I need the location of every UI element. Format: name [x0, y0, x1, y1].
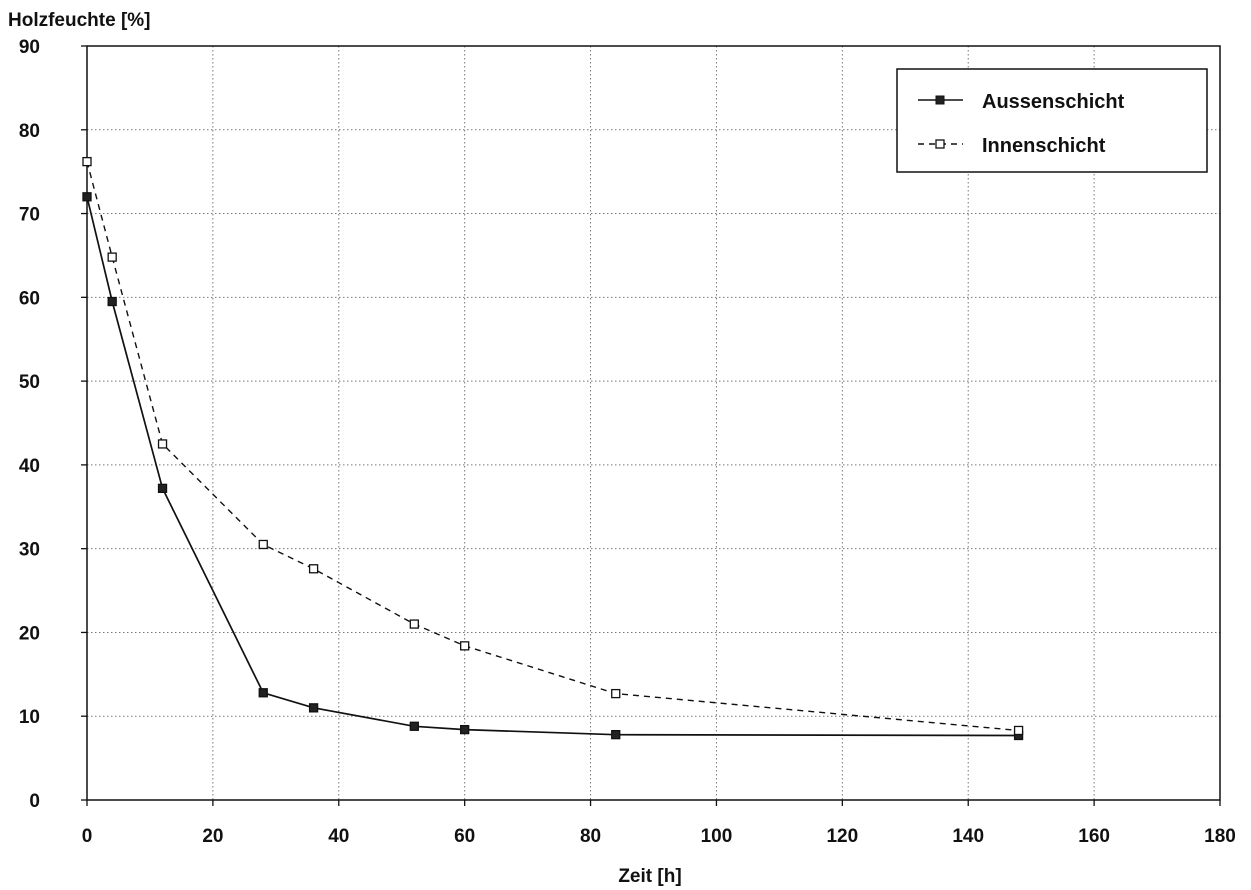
- x-tick-label: 180: [1204, 826, 1236, 847]
- legend-label-innenschicht: Innenschicht: [982, 135, 1106, 157]
- data-point-aussenschicht: [82, 192, 92, 202]
- legend-item-innenschicht: Innenschicht: [918, 135, 1106, 157]
- legend: Aussenschicht Innenschicht: [896, 68, 1208, 173]
- x-axis-ticks: 0 20 40 60 80 100 120 140 160 180: [82, 800, 1236, 847]
- y-tick-label: 10: [19, 707, 40, 728]
- x-tick-label: 40: [328, 826, 349, 847]
- y-tick-label: 20: [19, 623, 40, 644]
- legend-box: [896, 68, 1208, 173]
- x-tick-label: 20: [202, 826, 223, 847]
- y-tick-label: 40: [19, 456, 40, 477]
- x-tick-label: 120: [826, 826, 858, 847]
- legend-label-aussenschicht: Aussenschicht: [982, 91, 1125, 113]
- y-tick-label: 90: [19, 37, 40, 58]
- legend-item-aussenschicht: Aussenschicht: [918, 91, 1125, 113]
- data-point-aussenschicht: [611, 730, 621, 740]
- data-point-aussenschicht: [308, 703, 319, 713]
- y-tick-label: 0: [29, 791, 40, 812]
- x-tick-label: 140: [952, 826, 984, 847]
- legend-marker-filled-square: [935, 95, 945, 105]
- data-point-aussenschicht: [409, 721, 419, 731]
- plot-frame: [86, 45, 1221, 801]
- y-tick-label: 50: [19, 372, 40, 393]
- y-tick-label: 70: [19, 205, 40, 226]
- series-layer: [82, 156, 1024, 741]
- data-point-innenschicht: [308, 564, 319, 574]
- x-tick-label: 0: [82, 826, 93, 847]
- data-point-aussenschicht: [460, 724, 470, 735]
- x-axis-label: Zeit [h]: [618, 866, 681, 887]
- legend-marker-open-square: [935, 139, 945, 149]
- y-tick-label: 60: [19, 288, 40, 309]
- data-point-innenschicht: [409, 619, 419, 629]
- data-point-innenschicht: [460, 641, 470, 651]
- y-axis-label: Holzfeuchte [%]: [8, 10, 151, 31]
- x-tick-label: 80: [580, 826, 601, 847]
- data-point-innenschicht: [157, 439, 168, 449]
- y-tick-label: 30: [19, 540, 40, 561]
- data-point-innenschicht: [258, 539, 268, 550]
- data-point-aussenschicht: [258, 688, 268, 698]
- data-point-innenschicht: [1013, 725, 1024, 736]
- series-line-aussenschicht: [86, 196, 1019, 737]
- data-point-innenschicht: [611, 688, 621, 699]
- data-point-innenschicht: [107, 252, 117, 262]
- grid: [87, 46, 1220, 800]
- series-line-innenschicht: [86, 161, 1019, 732]
- data-point-aussenschicht: [107, 296, 117, 307]
- x-tick-label: 60: [454, 826, 475, 847]
- data-point-innenschicht: [82, 156, 92, 167]
- x-tick-label: 100: [701, 826, 733, 847]
- x-tick-label: 160: [1078, 826, 1110, 847]
- y-tick-label: 80: [19, 121, 40, 142]
- y-axis-ticks: 0 10 20 30 40 50 60 70 80 90: [19, 37, 87, 812]
- data-point-aussenschicht: [157, 483, 168, 493]
